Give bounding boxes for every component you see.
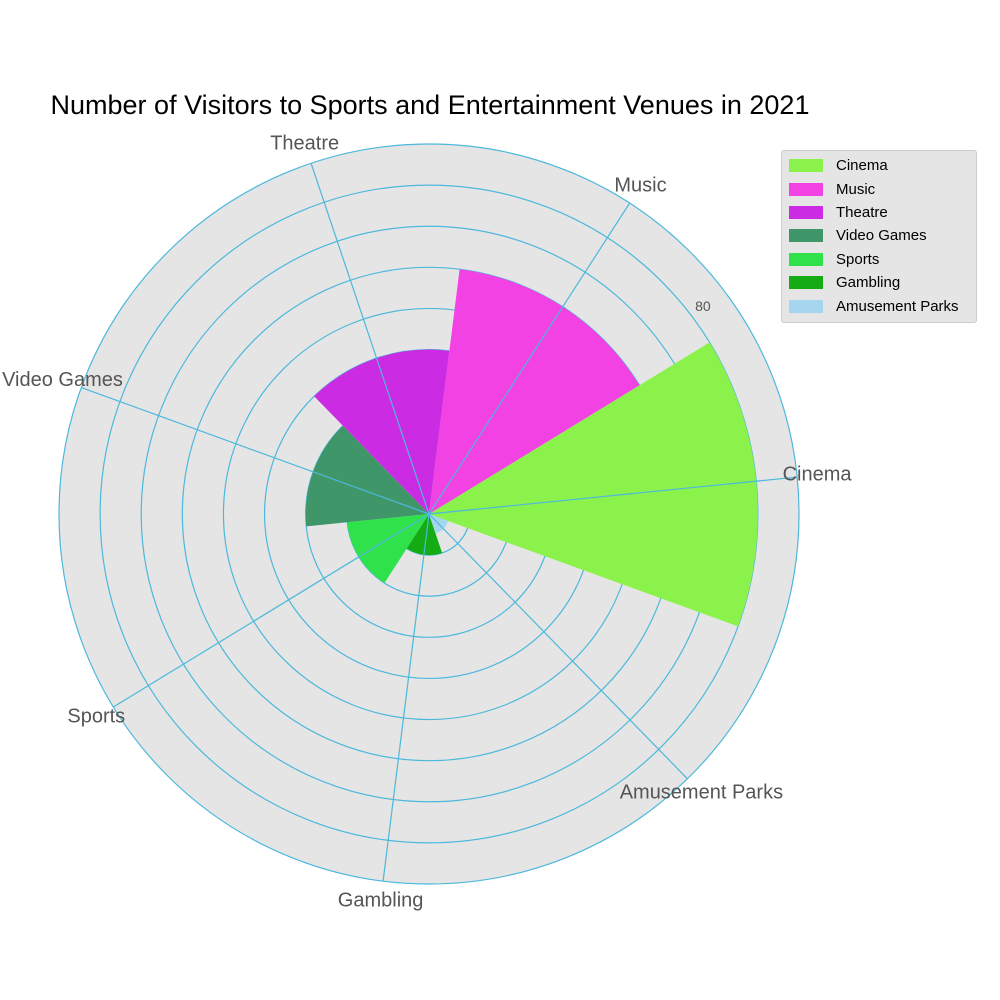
spoke-sports <box>113 513 430 708</box>
category-label: Sports <box>67 706 125 728</box>
bar-video-games <box>305 425 429 527</box>
legend-item: Music <box>782 177 976 200</box>
radial-gridline <box>99 184 759 844</box>
legend-label: Music <box>836 180 876 198</box>
legend-swatch <box>789 229 823 243</box>
legend-label: Video Games <box>836 227 927 245</box>
spoke-gambling <box>382 513 430 882</box>
category-label: Theatre <box>270 133 339 155</box>
legend-label: Cinema <box>836 157 888 175</box>
legend-item: Gambling <box>782 271 976 294</box>
bar-sports <box>347 514 429 584</box>
legend-item: Amusement Parks <box>782 294 976 317</box>
category-labels: Cinema Music Theatre Video Games Sports Gambl… <box>2 133 852 912</box>
angular-gridlines <box>81 163 798 882</box>
bar-gambling <box>406 514 443 556</box>
legend-swatch <box>789 182 823 196</box>
legend-swatch <box>789 276 823 290</box>
legend-swatch <box>789 159 823 173</box>
spoke-music <box>428 202 631 515</box>
legend-item: Sports <box>782 248 976 271</box>
legend-item: Theatre <box>782 201 976 224</box>
category-label: Cinema <box>783 463 853 485</box>
radial-gridline <box>58 143 800 885</box>
category-label: Music <box>614 175 666 197</box>
legend-label: Gambling <box>836 274 901 292</box>
legend-label: Sports <box>836 250 880 268</box>
legend-item: Video Games <box>782 224 976 247</box>
radial-tick-label: 80 <box>695 298 711 314</box>
legend-swatch <box>789 252 823 266</box>
legend-swatch <box>789 299 823 313</box>
category-label: Video Games <box>2 369 123 391</box>
spoke-theatre <box>310 163 430 515</box>
spoke-amusement-parks <box>428 513 688 780</box>
category-label: Gambling <box>338 889 424 911</box>
bar-cinema <box>429 342 758 627</box>
spoke-cinema <box>428 476 798 515</box>
legend-label: Theatre <box>836 203 888 221</box>
chart-title: Number of Visitors to Sports and Enterta… <box>50 90 810 120</box>
category-label: Amusement Parks <box>620 781 783 803</box>
legend-swatch <box>789 205 823 219</box>
legend-label: Amusement Parks <box>836 297 959 315</box>
spoke-video-games <box>81 386 430 515</box>
legend-item: Cinema <box>782 154 976 177</box>
bar-music <box>429 269 640 514</box>
radial-tick-labels: 80 <box>695 298 711 314</box>
legend: Cinema Music Theatre Video Games Sports Gambl… <box>781 150 977 323</box>
